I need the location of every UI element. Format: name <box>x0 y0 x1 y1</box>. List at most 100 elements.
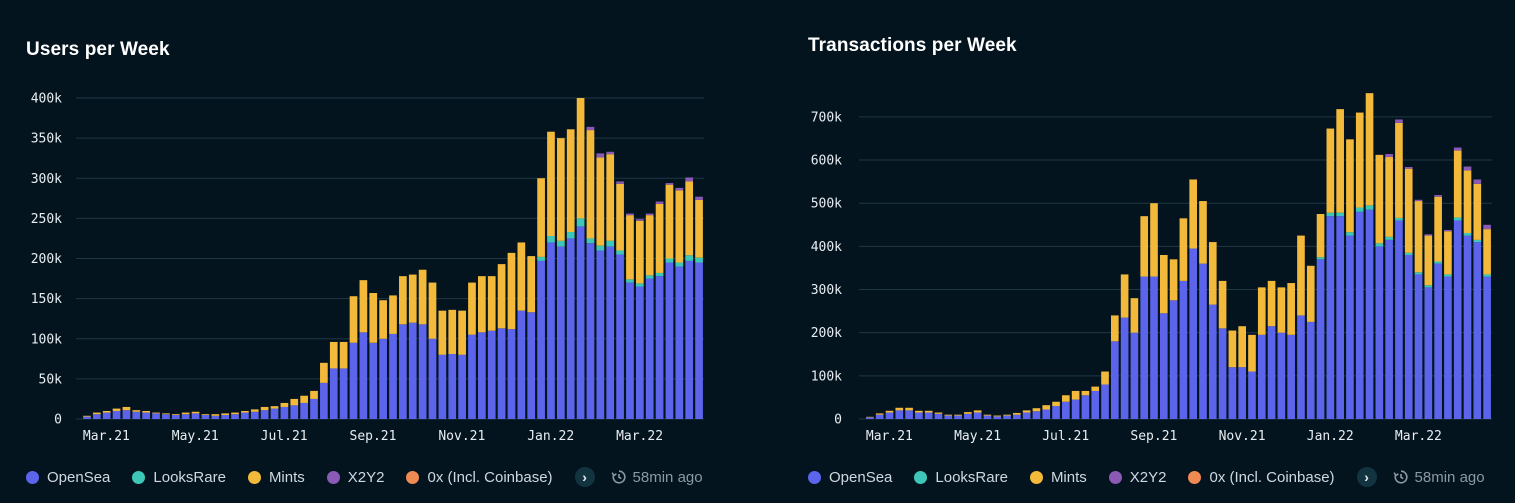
bar-segment-looksrare[interactable] <box>1355 207 1364 212</box>
bar-segment-x2y2[interactable] <box>616 181 624 184</box>
bar-segment-mints[interactable] <box>310 390 318 399</box>
bar-segment-looksrare[interactable] <box>606 240 615 247</box>
bar-segment-x2y2[interactable] <box>1414 199 1423 202</box>
bar-segment-mints[interactable] <box>211 414 220 416</box>
legend-item-x2y2[interactable]: X2Y2 <box>1108 469 1166 486</box>
bar-segment-opensea[interactable] <box>162 414 170 419</box>
bar-segment-mints[interactable] <box>665 184 674 259</box>
legend-item-0x[interactable]: 0x (Incl. Coinbase) <box>406 469 553 486</box>
bar-segment-mints[interactable] <box>547 131 555 237</box>
bar-segment-x2y2[interactable] <box>1395 119 1403 123</box>
bar-segment-x2y2[interactable] <box>1424 234 1433 236</box>
bar-segment-looksrare[interactable] <box>1424 285 1433 288</box>
bar-segment-mints[interactable] <box>300 395 308 403</box>
bar-segment-looksrare[interactable] <box>537 256 545 261</box>
bar-segment-opensea[interactable] <box>1081 395 1090 419</box>
bar-segment-opensea[interactable] <box>280 406 289 419</box>
bar-segment-opensea[interactable] <box>408 322 417 419</box>
bar-segment-opensea[interactable] <box>142 412 151 419</box>
bar-segment-opensea[interactable] <box>1346 235 1354 419</box>
bar-segment-looksrare[interactable] <box>586 238 595 244</box>
bar-segment-opensea[interactable] <box>231 414 239 419</box>
bar-segment-mints[interactable] <box>339 341 348 369</box>
bar-segment-looksrare[interactable] <box>1375 243 1384 247</box>
bar-segment-opensea[interactable] <box>102 412 111 419</box>
bar-segment-mints[interactable] <box>250 409 259 412</box>
bar-segment-opensea[interactable] <box>675 266 684 419</box>
bar-segment-mints[interactable] <box>1071 390 1080 400</box>
bar-segment-mints[interactable] <box>905 407 913 411</box>
bar-segment-opensea[interactable] <box>1120 317 1129 419</box>
bar-segment-mints[interactable] <box>478 276 486 333</box>
bar-segment-mints[interactable] <box>1248 334 1256 372</box>
bar-segment-x2y2[interactable] <box>1385 154 1393 158</box>
bar-segment-mints[interactable] <box>1169 259 1178 301</box>
bar-segment-opensea[interactable] <box>310 398 318 419</box>
bar-segment-looksrare[interactable] <box>616 250 624 255</box>
bar-segment-opensea[interactable] <box>349 342 358 419</box>
bar-segment-mints[interactable] <box>1032 408 1041 412</box>
bar-segment-opensea[interactable] <box>300 402 308 419</box>
bar-segment-opensea[interactable] <box>1150 276 1158 419</box>
bar-segment-mints[interactable] <box>231 412 239 415</box>
bar-segment-mints[interactable] <box>685 181 694 256</box>
bar-segment-mints[interactable] <box>389 295 397 334</box>
bar-segment-looksrare[interactable] <box>645 275 654 279</box>
bar-segment-opensea[interactable] <box>507 329 516 419</box>
bar-segment-mints[interactable] <box>290 398 299 406</box>
bar-segment-opensea[interactable] <box>1169 300 1178 419</box>
bar-segment-looksrare[interactable] <box>556 240 565 247</box>
bar-segment-opensea[interactable] <box>1228 367 1237 419</box>
bar-segment-opensea[interactable] <box>695 262 703 419</box>
bar-segment-mints[interactable] <box>1022 410 1031 413</box>
bar-segment-x2y2[interactable] <box>596 153 605 158</box>
bar-segment-opensea[interactable] <box>1463 235 1472 419</box>
bar-segment-opensea[interactable] <box>1042 409 1051 419</box>
bar-segment-opensea[interactable] <box>359 332 368 419</box>
bar-segment-opensea[interactable] <box>132 411 141 419</box>
bar-segment-mints[interactable] <box>973 410 982 413</box>
bar-segment-mints[interactable] <box>221 413 230 415</box>
bar-segment-mints[interactable] <box>1483 229 1491 275</box>
bar-segment-mints[interactable] <box>1375 154 1384 244</box>
bar-segment-mints[interactable] <box>399 276 407 325</box>
bar-segment-opensea[interactable] <box>1208 304 1217 419</box>
bar-segment-opensea[interactable] <box>152 413 160 419</box>
bar-segment-opensea[interactable] <box>866 417 874 419</box>
bar-segment-looksrare[interactable] <box>547 236 555 243</box>
bar-segment-opensea[interactable] <box>399 324 407 419</box>
bar-segment-looksrare[interactable] <box>1444 274 1452 277</box>
bar-segment-looksrare[interactable] <box>596 245 605 251</box>
bar-segment-opensea[interactable] <box>1434 263 1442 419</box>
bar-segment-opensea[interactable] <box>418 324 427 419</box>
bar-segment-looksrare[interactable] <box>1385 236 1393 240</box>
bar-segment-opensea[interactable] <box>556 246 565 419</box>
bar-segment-opensea[interactable] <box>1326 216 1335 419</box>
bar-segment-mints[interactable] <box>1179 218 1188 281</box>
refresh-status[interactable]: 58min ago <box>611 469 703 486</box>
bar-segment-mints[interactable] <box>606 154 615 241</box>
bar-segment-x2y2[interactable] <box>586 126 595 131</box>
bar-segment-opensea[interactable] <box>329 368 338 419</box>
bar-segment-mints[interactable] <box>586 130 595 239</box>
bar-segment-opensea[interactable] <box>1336 216 1344 419</box>
legend-item-looksrare[interactable]: LooksRare <box>914 469 1008 486</box>
bar-segment-mints[interactable] <box>1297 235 1305 316</box>
bar-segment-looksrare[interactable] <box>1463 232 1472 236</box>
bar-segment-opensea[interactable] <box>895 410 904 419</box>
bar-segment-mints[interactable] <box>1052 401 1060 407</box>
bar-segment-looksrare[interactable] <box>1483 274 1491 277</box>
bar-segment-mints[interactable] <box>162 413 170 415</box>
bar-segment-mints[interactable] <box>1287 283 1295 335</box>
bar-segment-mints[interactable] <box>566 129 575 233</box>
bar-segment-mints[interactable] <box>1159 255 1168 314</box>
bar-segment-mints[interactable] <box>1316 214 1325 258</box>
bar-segment-opensea[interactable] <box>875 414 884 419</box>
bar-segment-mints[interactable] <box>201 414 210 415</box>
bar-segment-x2y2[interactable] <box>1453 147 1462 151</box>
bar-segment-looksrare[interactable] <box>1336 212 1344 217</box>
bar-segment-mints[interactable] <box>915 410 923 413</box>
bar-segment-opensea[interactable] <box>1395 220 1403 419</box>
bar-segment-mints[interactable] <box>408 274 417 323</box>
bar-segment-mints[interactable] <box>132 410 141 412</box>
